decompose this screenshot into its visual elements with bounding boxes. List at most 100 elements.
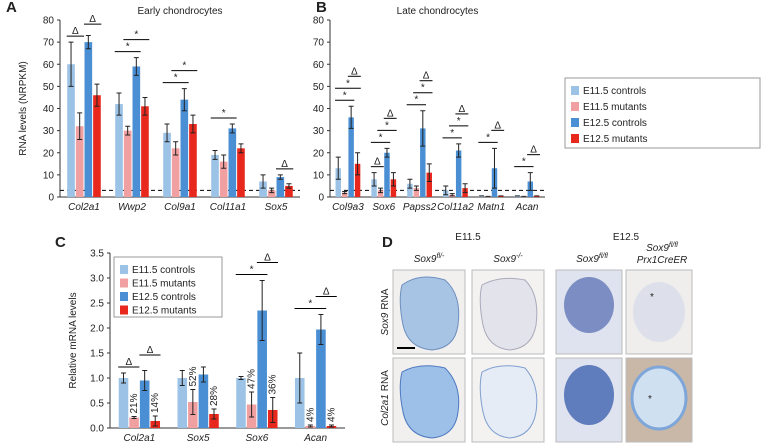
error-bar bbox=[116, 92, 122, 116]
significance-label: * bbox=[308, 299, 312, 310]
limb-stain bbox=[479, 365, 538, 439]
bar bbox=[75, 126, 84, 197]
error-bar bbox=[77, 112, 83, 140]
error-bar bbox=[390, 172, 396, 187]
error-bar bbox=[142, 370, 148, 391]
y-tick-label: 30 bbox=[313, 126, 325, 137]
bar bbox=[259, 181, 267, 197]
error-bar bbox=[443, 185, 449, 196]
panel-label: A bbox=[6, 0, 17, 16]
x-tick-label: Papss2 bbox=[403, 202, 437, 213]
error-bar bbox=[121, 372, 127, 384]
chart-title: Early chondrocytes bbox=[137, 6, 222, 17]
error-bar bbox=[527, 172, 533, 191]
legend-box bbox=[113, 256, 223, 318]
bar bbox=[209, 414, 219, 428]
significance-label: * bbox=[414, 95, 418, 106]
error-bar bbox=[270, 397, 276, 423]
significance-label: Δ bbox=[494, 120, 501, 131]
bar bbox=[377, 190, 384, 197]
legend-box bbox=[564, 77, 761, 149]
significance-label: Δ bbox=[72, 26, 79, 37]
y-tick-label: 1.0 bbox=[90, 374, 104, 385]
y-tick-label: 50 bbox=[313, 82, 325, 93]
bar bbox=[420, 128, 426, 197]
row-label: Sox9 RNA bbox=[380, 288, 391, 335]
x-tick-label: Col9a3 bbox=[332, 202, 364, 213]
gene: Sox9 bbox=[493, 254, 516, 265]
y-tick-label: 70 bbox=[313, 38, 325, 49]
y-tick-label: 0 bbox=[48, 193, 54, 204]
significance-label: * bbox=[385, 120, 389, 131]
value-label: 47% bbox=[247, 369, 258, 389]
error-bar bbox=[449, 193, 455, 197]
bar bbox=[354, 163, 361, 197]
x-tick-label: Wwp2 bbox=[118, 202, 146, 213]
y-tick-label: 20 bbox=[43, 148, 55, 159]
column-label: Sox9fl/fl bbox=[576, 253, 608, 265]
significance-label: Δ bbox=[89, 14, 96, 25]
y-tick-label: 80 bbox=[313, 16, 325, 27]
error-bar bbox=[269, 187, 275, 194]
value-label: 14% bbox=[150, 393, 161, 413]
y-tick-label: 3.0 bbox=[90, 274, 104, 285]
error-bar bbox=[152, 415, 158, 427]
bar bbox=[371, 179, 377, 197]
legend-label: E12.5 mutants bbox=[132, 306, 196, 317]
bar bbox=[498, 195, 504, 197]
significance-label: * bbox=[522, 157, 526, 168]
significance-label: Δ bbox=[323, 287, 330, 298]
bar bbox=[141, 106, 149, 197]
error-bar bbox=[491, 147, 497, 189]
bar bbox=[198, 374, 209, 428]
stage-label: E12.5 bbox=[613, 232, 640, 243]
error-bar bbox=[420, 110, 426, 147]
suffix: RNA bbox=[380, 288, 391, 309]
error-bar bbox=[286, 183, 292, 189]
significance-label: Δ bbox=[459, 104, 466, 115]
legend-swatch bbox=[120, 292, 128, 301]
x-tick-label: Sox5 bbox=[265, 202, 288, 213]
y-tick-label: 20 bbox=[313, 148, 325, 159]
panel: A Early chondrocytes RNA levels (NRPKM) 0 10… bbox=[6, 0, 300, 213]
gene: Sox9 bbox=[576, 254, 599, 265]
y-tick-label: 60 bbox=[43, 60, 55, 71]
error-bar bbox=[297, 352, 303, 404]
error-bar bbox=[125, 125, 131, 136]
x-tick-label: Sox5 bbox=[187, 433, 210, 444]
y-tick-label: 50 bbox=[43, 82, 55, 93]
bar bbox=[534, 195, 540, 197]
error-bar bbox=[142, 96, 148, 116]
significance-label: * bbox=[174, 73, 178, 84]
value-label: 36% bbox=[268, 374, 279, 394]
panel: B Late chondrocytes 0 10 20 30 40 50 60 70 80 Col9a… bbox=[313, 0, 761, 213]
x-tick-label: Acan bbox=[515, 202, 539, 213]
bar bbox=[348, 117, 354, 197]
y-tick-label: 40 bbox=[43, 104, 55, 115]
significance-label: * bbox=[450, 128, 454, 139]
error-bar bbox=[200, 366, 206, 383]
limb-stain bbox=[633, 282, 685, 342]
y-tick-label: 40 bbox=[313, 104, 325, 115]
significance-label: * bbox=[126, 42, 130, 53]
gene: Sox9 bbox=[380, 312, 391, 335]
error-bar bbox=[462, 183, 468, 194]
significance-label: Δ bbox=[351, 66, 358, 77]
error-bar bbox=[229, 123, 235, 134]
panel-label: D bbox=[382, 234, 393, 251]
x-tick-label: Sox6 bbox=[245, 433, 268, 444]
error-bar bbox=[371, 172, 377, 187]
bar bbox=[236, 378, 246, 428]
column-label: Sox9-/- bbox=[493, 253, 523, 265]
genotype: fl/fl bbox=[599, 253, 608, 260]
legend-label: E12.5 mutants bbox=[583, 134, 647, 145]
error-bar bbox=[211, 408, 217, 420]
significance-label: * bbox=[421, 83, 425, 94]
legend-swatch bbox=[120, 305, 128, 315]
bar bbox=[123, 130, 132, 197]
bar bbox=[118, 378, 129, 428]
error-bar bbox=[179, 370, 185, 386]
row-label: Col2a1 RNA bbox=[380, 370, 391, 426]
bar bbox=[67, 64, 75, 197]
